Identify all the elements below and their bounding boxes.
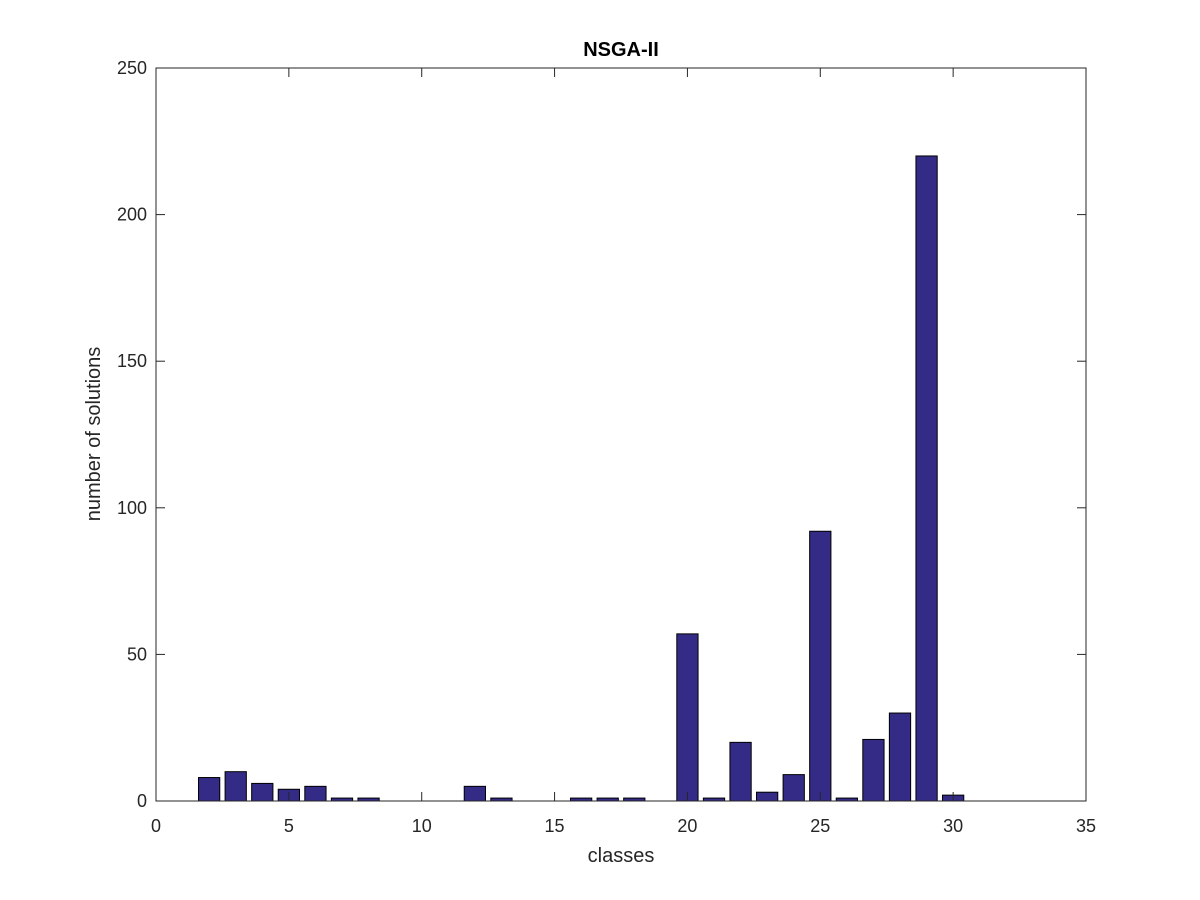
- y-tick-label-250: 250: [117, 58, 147, 78]
- bar-class-2: [198, 777, 221, 802]
- y-tick-label-100: 100: [117, 498, 147, 518]
- bar-class-23: [756, 791, 779, 802]
- bar-class-4: [251, 782, 274, 802]
- x-tick-label-25: 25: [810, 816, 830, 836]
- plot-area: [156, 68, 1086, 801]
- y-tick-label-0: 0: [137, 791, 147, 811]
- bar-class-12: [463, 785, 486, 802]
- bar-class-25: [809, 530, 832, 802]
- x-tick-label-15: 15: [545, 816, 565, 836]
- x-tick-label-5: 5: [284, 816, 294, 836]
- y-tick-label-150: 150: [117, 351, 147, 371]
- y-tick-label-50: 50: [127, 644, 147, 664]
- bars-group: [198, 155, 965, 802]
- x-tick-label-20: 20: [677, 816, 697, 836]
- x-tick-label-0: 0: [151, 816, 161, 836]
- bar-class-6: [304, 785, 327, 802]
- x-tick-label-30: 30: [943, 816, 963, 836]
- bar-class-28: [888, 712, 912, 802]
- x-tick-label-10: 10: [412, 816, 432, 836]
- x-axis-label: classes: [588, 845, 655, 867]
- bar-class-24: [782, 774, 805, 802]
- bar-class-20: [676, 633, 699, 802]
- chart-title: NSGA-II: [583, 39, 659, 61]
- bar-class-27: [862, 738, 885, 802]
- bar-class-29: [915, 155, 938, 802]
- y-axis-label: number of solutions: [83, 347, 105, 522]
- bar-class-3: [224, 771, 247, 802]
- x-tick-label-35: 35: [1076, 816, 1096, 836]
- bar-class-22: [729, 741, 752, 802]
- ticks-group: 0 5 10 15 20 25 30 35 0 50 100 150 200 250: [117, 58, 1096, 836]
- axes-box: [155, 67, 1087, 802]
- y-tick-label-200: 200: [117, 205, 147, 225]
